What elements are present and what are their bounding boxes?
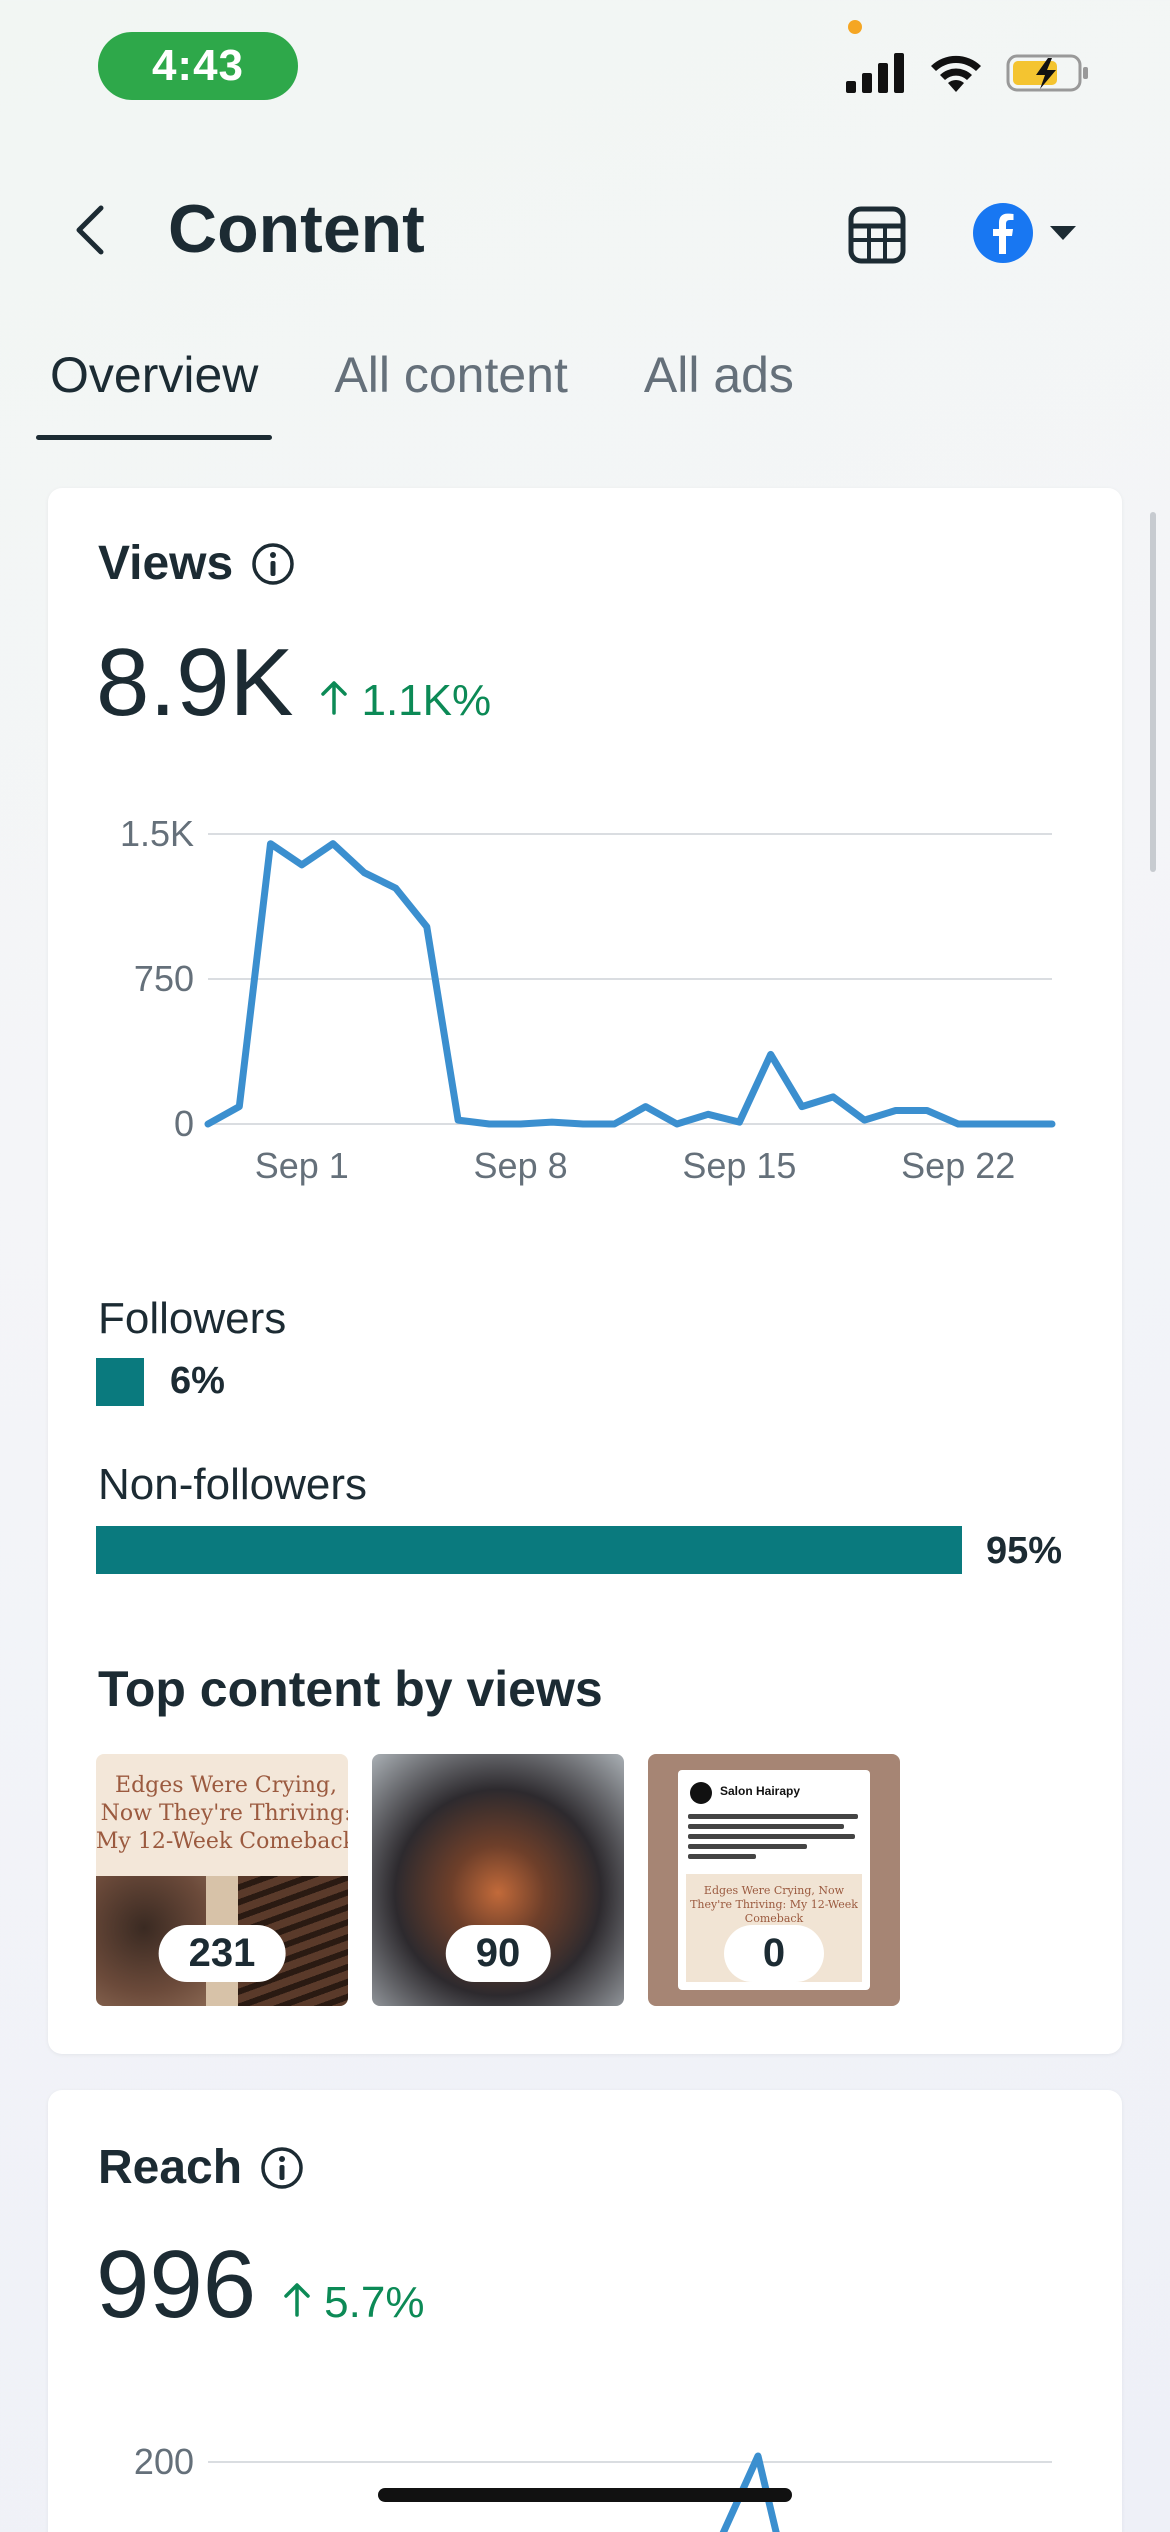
- reach-card: Reach 996 5.7% 200: [48, 2090, 1122, 2532]
- battery-charging-icon: [1006, 54, 1088, 92]
- header: Content: [0, 170, 1170, 290]
- account-switcher[interactable]: [972, 198, 1102, 268]
- views-series-line: [204, 840, 1056, 1128]
- views-card: Views 8.9K 1.1K% 1.5K 750 0 Sep 1 Sep 8 Sep …: [48, 488, 1122, 2054]
- top-content-list: Edges Were Crying, Now They're Thriving:…: [96, 1754, 900, 2006]
- reach-y-tick-label: 200: [134, 2441, 194, 2482]
- views-title: Views: [98, 537, 234, 590]
- back-button[interactable]: [60, 200, 120, 260]
- thumb-promo-image: Edges Were Crying, Now They're Thriving:…: [686, 1874, 862, 1982]
- views-metric-row: 8.9K 1.1K%: [96, 628, 491, 738]
- views-change-value: 1.1K%: [361, 676, 492, 725]
- info-icon[interactable]: [260, 2146, 304, 2190]
- top-content-item[interactable]: 90: [372, 1754, 624, 2006]
- reach-title: Reach: [98, 2141, 243, 2194]
- cellular-signal-icon: [846, 53, 904, 93]
- followers-percent: 6%: [170, 1360, 225, 1402]
- home-indicator[interactable]: [378, 2488, 792, 2502]
- page-title: Content: [168, 191, 425, 267]
- thumb-caption: Edges Were Crying, Now They're Thriving:…: [690, 1884, 858, 1925]
- reach-line-chart: 200: [134, 2441, 1052, 2532]
- status-bar: 4:43: [0, 0, 1170, 140]
- wifi-icon: [931, 55, 981, 92]
- avatar: [690, 1782, 712, 1804]
- views-x-tick-label: Sep 8: [474, 1145, 568, 1186]
- scrollbar[interactable]: [1150, 512, 1156, 872]
- thumb-text-lines: [688, 1814, 858, 1864]
- info-icon[interactable]: [251, 542, 295, 586]
- export-table-button[interactable]: [842, 200, 912, 270]
- chevron-left-icon: [76, 205, 104, 255]
- views-line-chart: 1.5K 750 0 Sep 1 Sep 8 Sep 15 Sep 22: [120, 818, 1056, 1186]
- thumb-view-count: 0: [724, 1925, 824, 1982]
- reach-value: 996: [96, 2231, 257, 2338]
- views-y-tick-label: 1.5K: [120, 818, 194, 854]
- reach-change: 5.7%: [282, 2278, 424, 2328]
- reach-change-value: 5.7%: [324, 2278, 425, 2327]
- views-title-row: Views: [98, 536, 295, 591]
- table-icon: [848, 206, 906, 264]
- views-y-tick-label: 0: [174, 1103, 194, 1144]
- reach-metric-row: 996 5.7%: [96, 2230, 424, 2340]
- followers-bar: [96, 1358, 144, 1406]
- tab-bar: Overview All content All ads: [36, 340, 856, 440]
- top-content-title: Top content by views: [98, 1661, 603, 1717]
- tab-overview[interactable]: Overview: [36, 340, 273, 440]
- views-value: 8.9K: [96, 629, 294, 736]
- nonfollowers-label: Non-followers: [98, 1460, 367, 1509]
- nonfollowers-bar: [96, 1526, 962, 1574]
- top-content-item[interactable]: Edges Were Crying, Now They're Thriving:…: [96, 1754, 348, 2006]
- top-content-item[interactable]: Salon Hairapy Edges Were Crying, Now The…: [648, 1754, 900, 2006]
- views-change: 1.1K%: [319, 676, 491, 726]
- thumb-view-count: 90: [445, 1925, 551, 1982]
- reach-title-row: Reach: [98, 2140, 304, 2195]
- thumb-view-count: 231: [158, 1925, 286, 1982]
- thumb-account-name: Salon Hairapy: [720, 1784, 801, 1798]
- thumb-post-preview: Salon Hairapy Edges Were Crying, Now The…: [678, 1770, 870, 1990]
- tab-all-ads[interactable]: All ads: [643, 347, 794, 403]
- arrow-up-icon: [284, 2283, 310, 2317]
- followers-label: Followers: [98, 1294, 287, 1343]
- arrow-up-icon: [321, 681, 348, 715]
- facebook-logo-icon: [973, 203, 1033, 263]
- views-y-tick-label: 750: [134, 958, 194, 999]
- views-x-tick-label: Sep 22: [901, 1145, 1015, 1186]
- views-x-tick-label: Sep 15: [682, 1145, 796, 1186]
- reach-series-line: [719, 2452, 780, 2532]
- thumb-caption: Edges Were Crying, Now They're Thriving:…: [96, 1773, 348, 1854]
- nonfollowers-percent: 95%: [986, 1530, 1063, 1572]
- status-icons: [846, 52, 1090, 94]
- privacy-indicator-dot: [848, 20, 862, 34]
- status-time[interactable]: 4:43: [98, 32, 298, 100]
- tab-all-content[interactable]: All content: [334, 347, 568, 403]
- caret-down-icon: [1050, 226, 1076, 240]
- views-x-tick-label: Sep 1: [255, 1145, 349, 1186]
